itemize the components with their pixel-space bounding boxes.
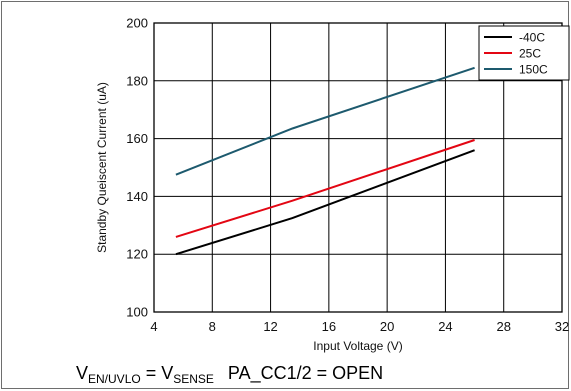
y-tick-label: 100 — [126, 305, 148, 320]
legend-label: -40C — [519, 31, 545, 45]
x-tick-label: 28 — [496, 319, 510, 334]
x-tick-label: 4 — [150, 319, 157, 334]
y-axis-label: Standby Queiscent Current (uA) — [95, 82, 109, 253]
y-tick-label: 200 — [126, 16, 148, 31]
plot-border — [153, 22, 563, 313]
series-line--40C — [175, 149, 475, 256]
x-tick-label: 20 — [380, 319, 394, 334]
caption-v2: V — [161, 363, 174, 383]
series-line-25C — [175, 139, 475, 238]
x-tick-label: 32 — [555, 319, 569, 334]
legend-label: 25C — [519, 47, 541, 61]
y-tick-label: 160 — [126, 131, 148, 146]
caption-v2-subscript: SENSE — [173, 372, 214, 386]
y-tick-label: 180 — [126, 73, 148, 88]
series-line-150C — [175, 66, 475, 176]
caption-pin-condition: PA_CC1/2 = OPEN — [227, 363, 384, 383]
x-tick-label: 16 — [322, 319, 336, 334]
x-axis-label: Input Voltage (V) — [313, 339, 402, 353]
x-tick-label: 24 — [438, 319, 452, 334]
caption-v1: V — [76, 363, 89, 383]
y-tick-label: 120 — [126, 247, 148, 262]
legend-label: 150C — [519, 63, 548, 77]
caption-v1-subscript: EN/UVLO — [88, 372, 141, 386]
x-tick-label: 8 — [209, 319, 216, 334]
caption-equals: = — [140, 363, 162, 383]
y-tick-label: 140 — [126, 189, 148, 204]
x-tick-label: 12 — [263, 319, 277, 334]
chart-caption: VEN/UVLO = VSENSE PA_CC1/2 = OPEN — [76, 363, 383, 386]
